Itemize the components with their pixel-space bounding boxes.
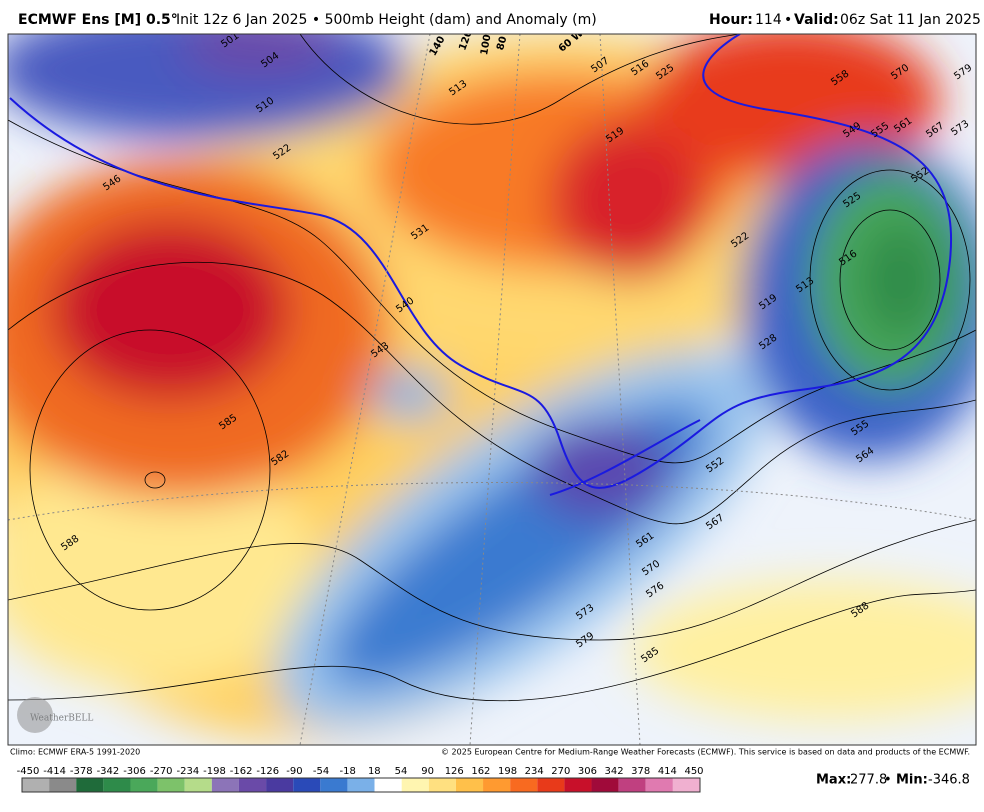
colorbar-frame [21,777,701,793]
colorbar-segment [266,778,294,792]
colorbar-tick-label: 234 [525,766,544,777]
colorbar-tick-label: -270 [150,766,173,777]
logo: WeatherBELL [17,697,93,733]
colorbar-segment [455,778,484,792]
colorbar-segment [157,778,185,792]
colorbar-segment [591,778,619,792]
colorbar-tick-label: -90 [286,766,302,777]
colorbar-segment [510,778,538,792]
colorbar-tick-label: -342 [97,766,120,777]
hour-label: Hour: [709,12,753,28]
valid-label: Valid: [794,12,839,28]
colorbar-tick-label: 414 [658,766,677,777]
max-label: Max: [816,773,851,788]
colorbar-segment [76,778,104,792]
colorbar-tick-label: 306 [578,766,597,777]
colorbar-segment [645,778,673,792]
colorbar-tick-label: 342 [605,766,624,777]
colorbar-segment [564,778,592,792]
colorbar-segment [130,778,158,792]
copyright: © 2025 European Centre for Medium-Range … [441,748,970,757]
map-frame [7,33,977,746]
colorbar-tick-label: 126 [445,766,464,777]
colorbar-tick-label: 90 [421,766,434,777]
colorbar-segment [483,778,511,792]
model-name: ECMWF Ens [M] 0.5° [18,12,178,28]
colorbar-segment [22,778,50,792]
colorbar-segment [211,778,239,792]
colorbar-tick-label: -162 [230,766,253,777]
colorbar-tick-label: -378 [70,766,93,777]
colorbar-segment [184,778,212,792]
colorbar-tick-label: -450 [17,766,40,777]
min: -346.8 [928,773,970,788]
colorbar-segment [103,778,131,792]
height-contours [8,34,976,702]
colorbar-segment [238,778,267,792]
highlight-contours [9,34,953,496]
colorbar: -450 -414 -378 -342 -306 -270 -234 -198 -162 -126… [17,766,704,793]
colorbar-segment [537,778,565,792]
colorbar-tick-label: 54 [395,766,408,777]
colorbar-segment [672,778,700,792]
colorbar-tick-label: 198 [498,766,517,777]
colorbar-tick-label: -306 [123,766,146,777]
colorbar-tick-label: 18 [368,766,381,777]
colorbar-segment [401,778,429,792]
colorbar-tick-label: 162 [471,766,490,777]
colorbar-tick-label: -414 [43,766,66,777]
max: 277.8 [850,773,887,788]
colorbar-tick-label: -198 [203,766,226,777]
colorbar-tick-label: -54 [313,766,329,777]
description: Init 12z 6 Jan 2025 • 500mb Height (dam)… [176,12,597,28]
colorbar-segment [618,778,646,792]
hour: 114 [755,12,782,28]
min-label: Min: [896,773,928,788]
colorbar-segment [320,778,348,792]
climo-note: Climo: ECMWF ERA-5 1991-2020 [10,748,140,757]
colorbar-tick-label: 270 [551,766,570,777]
colorbar-tick-label: -18 [340,766,356,777]
separator: • [884,773,892,788]
graticule [8,34,976,745]
colorbar-tick-label: 450 [684,766,703,777]
colorbar-tick-label: 378 [631,766,650,777]
colorbar-tick-label: -234 [176,766,199,777]
logo-mark [17,697,53,733]
logo-text: WeatherBELL [30,714,93,724]
colorbar-segment [428,778,456,792]
colorbar-segment [49,778,77,792]
colorbar-segment [374,778,402,792]
valid: 06z Sat 11 Jan 2025 [840,12,981,28]
separator: • [784,12,792,28]
colorbar-segment [293,778,321,792]
colorbar-tick-label: -126 [256,766,279,777]
colorbar-segment [347,778,375,792]
